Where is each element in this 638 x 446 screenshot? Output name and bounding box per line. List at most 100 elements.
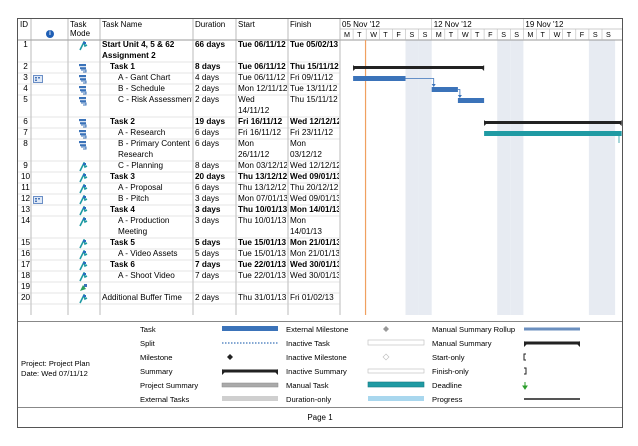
auto-schedule-icon[interactable] [78, 216, 88, 227]
task-start[interactable]: Mon 12/11/12 [238, 84, 287, 95]
task-name[interactable]: Start Unit 4, 5 & 62 Assignment 2 [102, 40, 192, 61]
task-duration[interactable]: 2 days [195, 84, 220, 93]
task-start[interactable]: Thu 13/12/12 [238, 183, 287, 194]
task-start[interactable]: Tue 06/11/12 [238, 40, 287, 51]
task-finish[interactable]: Fri 01/02/13 [290, 293, 339, 304]
task-finish[interactable]: Fri 23/11/12 [290, 128, 339, 139]
task-name[interactable]: Task 5 [110, 238, 192, 249]
task-start[interactable]: Mon 07/01/13 [238, 194, 287, 205]
task-duration[interactable]: 6 days [195, 128, 220, 137]
manual-schedule-icon[interactable] [78, 63, 88, 73]
task-duration[interactable]: 5 days [195, 249, 220, 258]
task-name[interactable]: Additional Buffer Time [102, 293, 192, 304]
task-name[interactable]: A - Production Meeting [118, 216, 192, 237]
task-start[interactable]: Tue 22/01/13 [238, 271, 287, 282]
task-start[interactable]: Tue 06/11/12 [238, 73, 287, 84]
task-finish-line: Tue 13/11/12 [290, 84, 338, 93]
auto-schedule-icon[interactable] [78, 271, 88, 282]
task-name[interactable]: A - Shoot Video [118, 271, 192, 282]
manual-schedule-icon[interactable] [78, 118, 88, 128]
task-name[interactable]: A - Gant Chart [118, 73, 192, 84]
task-duration[interactable]: 7 days [195, 271, 220, 280]
task-duration[interactable]: 6 days [195, 139, 220, 148]
task-duration[interactable]: 8 days [195, 161, 220, 170]
task-start[interactable]: Thu 13/12/12 [238, 172, 287, 183]
task-finish[interactable]: Wed 30/01/13 [290, 271, 339, 282]
auto-schedule-icon[interactable] [78, 183, 88, 194]
task-name[interactable]: Task 3 [110, 172, 192, 183]
task-finish[interactable]: Thu 15/11/12 [290, 62, 339, 73]
task-name[interactable]: Task 4 [110, 205, 192, 216]
task-duration[interactable]: 8 days [195, 62, 221, 71]
task-duration[interactable]: 3 days [195, 216, 220, 225]
task-finish[interactable]: Mon 03/12/12 [290, 139, 339, 160]
task-start[interactable]: Fri 16/11/12 [238, 117, 287, 128]
manual-schedule-icon[interactable] [78, 129, 88, 139]
task-finish[interactable]: Tue 05/02/13 [290, 40, 339, 51]
task-start[interactable]: Thu 31/01/13 [238, 293, 287, 304]
legend-label: External Milestone [286, 325, 349, 334]
task-duration[interactable]: 5 days [195, 238, 221, 247]
task-start[interactable]: Thu 10/01/13 [238, 216, 287, 227]
auto-schedule-icon[interactable] [78, 194, 88, 205]
task-duration[interactable]: 3 days [195, 205, 221, 214]
task-start[interactable]: Thu 10/01/13 [238, 205, 287, 216]
task-duration[interactable]: 20 days [195, 172, 226, 181]
task-finish[interactable]: Mon 14/01/13 [290, 216, 339, 237]
auto-schedule-icon[interactable] [78, 161, 88, 172]
task-name[interactable]: A - Video Assets [118, 249, 192, 260]
task-finish[interactable]: Thu 15/11/12 [290, 95, 339, 106]
task-name[interactable]: B - Pitch [118, 194, 192, 205]
task-name[interactable]: A - Proposal [118, 183, 192, 194]
task-name[interactable]: C - Planning [118, 161, 192, 172]
manual-schedule-icon[interactable] [78, 96, 88, 106]
task-finish[interactable]: Wed 30/01/13 [290, 260, 339, 271]
task-finish[interactable]: Fri 09/11/12 [290, 73, 339, 84]
task-finish[interactable]: Mon 21/01/13 [290, 238, 339, 249]
auto-schedule-icon[interactable] [78, 238, 88, 249]
task-duration[interactable]: 3 days [195, 194, 220, 203]
task-start[interactable]: Tue 22/01/13 [238, 260, 287, 271]
auto-schedule-icon[interactable] [78, 249, 88, 260]
task-finish[interactable]: Wed 12/12/12 [290, 161, 339, 172]
task-duration[interactable]: 2 days [195, 95, 220, 104]
task-finish[interactable]: Mon 21/01/13 [290, 249, 339, 260]
task-start[interactable]: Fri 16/11/12 [238, 128, 287, 139]
task-finish[interactable]: Wed 09/01/13 [290, 172, 339, 183]
task-start[interactable]: Mon 03/12/12 [238, 161, 287, 172]
task-start[interactable]: Wed 14/11/12 [238, 95, 287, 116]
task-duration[interactable]: 7 days [195, 260, 221, 269]
task-finish[interactable]: Wed 12/12/12 [290, 117, 339, 128]
manual-schedule-icon[interactable] [78, 140, 88, 150]
new-task-icon[interactable] [78, 283, 88, 293]
task-duration[interactable]: 2 days [195, 293, 220, 302]
task-finish[interactable]: Thu 20/12/12 [290, 183, 339, 194]
task-name[interactable]: Task 2 [110, 117, 192, 128]
task-duration[interactable]: 19 days [195, 117, 226, 126]
auto-schedule-icon[interactable] [78, 40, 88, 51]
task-start[interactable]: Tue 06/11/12 [238, 62, 287, 73]
task-name[interactable]: B - Schedule [118, 84, 192, 95]
auto-schedule-icon[interactable] [78, 260, 88, 271]
task-name[interactable]: B - Primary Content Research [118, 139, 192, 160]
task-name[interactable]: Task 6 [110, 260, 192, 271]
task-name[interactable]: Task 1 [110, 62, 192, 73]
task-duration[interactable]: 66 days [195, 40, 226, 49]
task-duration[interactable]: 4 days [195, 73, 220, 82]
auto-schedule-icon[interactable] [78, 293, 88, 304]
task-name[interactable]: A - Research [118, 128, 192, 139]
auto-schedule-icon[interactable] [78, 172, 88, 183]
timescale-day-label: T [540, 30, 545, 39]
task-start[interactable]: Tue 15/01/13 [238, 238, 287, 249]
task-start[interactable]: Mon 26/11/12 [238, 139, 287, 160]
auto-schedule-icon[interactable] [78, 205, 88, 216]
task-finish[interactable]: Tue 13/11/12 [290, 84, 339, 95]
manual-schedule-icon[interactable] [78, 74, 88, 84]
task-finish[interactable]: Mon 14/01/13 [290, 205, 339, 216]
task-finish[interactable]: Wed 09/01/13 [290, 194, 339, 205]
task-start[interactable]: Tue 15/01/13 [238, 249, 287, 260]
manual-schedule-icon[interactable] [78, 85, 88, 95]
task-name[interactable]: C - Risk Assessment [118, 95, 192, 106]
task-duration[interactable]: 6 days [195, 183, 220, 192]
task-finish-line: 14/01/13 [290, 226, 322, 236]
